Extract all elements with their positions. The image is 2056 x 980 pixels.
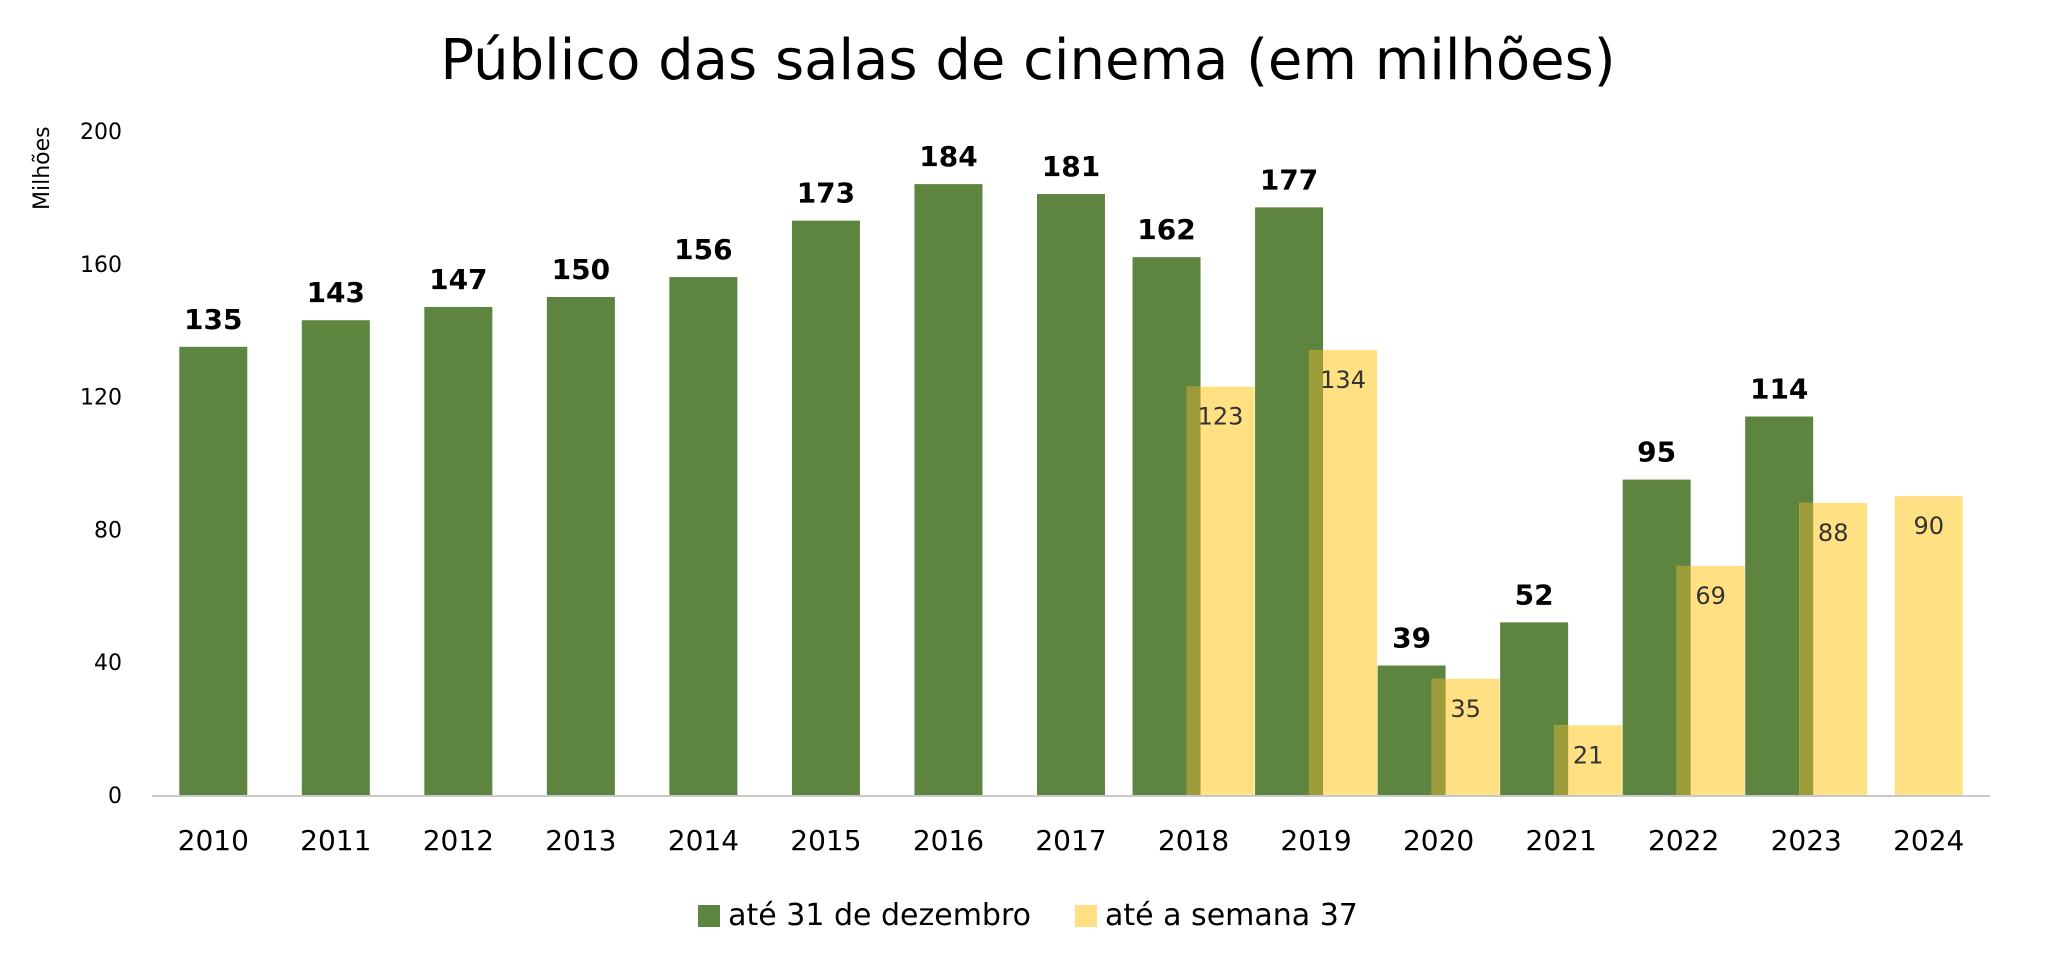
x-tick-label: 2012: [423, 824, 494, 857]
data-label-series-1: 52: [1515, 578, 1554, 611]
bar-overlap: [1799, 502, 1814, 795]
y-tick-label: 120: [80, 386, 122, 411]
legend-item-series-1: até 31 de dezembro: [698, 898, 1031, 933]
chart-title: Público das salas de cinema (em milhões): [440, 28, 1616, 93]
x-tick-label: 2013: [545, 824, 616, 857]
y-tick-label: 80: [94, 518, 122, 543]
data-label-series-1: 181: [1042, 150, 1100, 183]
data-label-series-2: 35: [1450, 695, 1481, 723]
x-tick-label: 2014: [668, 824, 739, 857]
data-label-series-1: 95: [1637, 436, 1676, 469]
legend-label-series-1: até 31 de dezembro: [728, 898, 1031, 933]
data-label-series-2: 123: [1198, 403, 1244, 431]
data-label-series-1: 143: [307, 276, 365, 309]
data-label-series-2: 134: [1320, 366, 1366, 394]
x-tick-label: 2017: [1035, 824, 1106, 857]
data-label-series-1: 39: [1392, 622, 1431, 655]
data-label-series-1: 173: [797, 177, 855, 210]
bar-overlap: [1309, 350, 1324, 795]
data-label-series-1: 135: [184, 303, 242, 336]
legend: até 31 de dezembro até a semana 37: [0, 898, 2056, 933]
bar-series-1: [914, 184, 983, 795]
bar-overlap: [1186, 386, 1201, 795]
y-tick-label: 0: [108, 784, 122, 809]
x-tick-label: 2016: [913, 824, 984, 857]
bar-series-1: [669, 277, 738, 796]
data-label-series-1: 184: [919, 140, 977, 173]
bar-series-1: [301, 320, 370, 795]
bar-series-1: [179, 346, 248, 795]
bar-series-1: [1037, 194, 1105, 795]
x-tick-label: 2010: [178, 824, 249, 857]
data-label-series-1: 147: [429, 263, 487, 296]
x-tick-label: 2022: [1648, 824, 1719, 857]
x-tick-label: 2020: [1403, 824, 1474, 857]
data-label-series-1: 162: [1137, 213, 1195, 246]
data-label-series-1: 156: [674, 233, 732, 266]
bar-overlap: [1431, 678, 1446, 795]
x-tick-label: 2019: [1280, 824, 1351, 857]
bar-series-1: [546, 297, 615, 795]
legend-swatch-series-1: [698, 904, 721, 927]
x-tick-label: 2024: [1893, 824, 1964, 857]
data-label-series-2: 21: [1573, 741, 1604, 769]
x-tick-label: 2015: [790, 824, 861, 857]
x-tick-label: 2018: [1158, 824, 1229, 857]
data-label-series-2: 88: [1818, 519, 1849, 547]
data-label-series-2: 69: [1695, 582, 1726, 610]
x-tick-label: 2011: [300, 824, 371, 857]
bar-overlap: [1676, 565, 1691, 795]
y-tick-label: 40: [94, 651, 122, 676]
data-label-series-1: 150: [552, 253, 610, 286]
x-tick-label: 2021: [1526, 824, 1597, 857]
data-label-series-2: 90: [1913, 512, 1944, 540]
legend-label-series-2: até a semana 37: [1105, 898, 1358, 933]
y-tick-label: 200: [80, 120, 122, 145]
bar-series-2: [1894, 496, 1963, 795]
x-tick-label: 2023: [1771, 824, 1842, 857]
y-tick-label: 160: [80, 253, 122, 278]
bar-series-1: [791, 220, 860, 795]
legend-item-series-2: até a semana 37: [1075, 898, 1358, 933]
data-label-series-1: 114: [1750, 373, 1808, 406]
legend-swatch-series-2: [1075, 904, 1097, 927]
bar-overlap: [1554, 725, 1569, 795]
bar-series-1: [424, 306, 493, 795]
data-label-series-1: 177: [1260, 163, 1318, 196]
